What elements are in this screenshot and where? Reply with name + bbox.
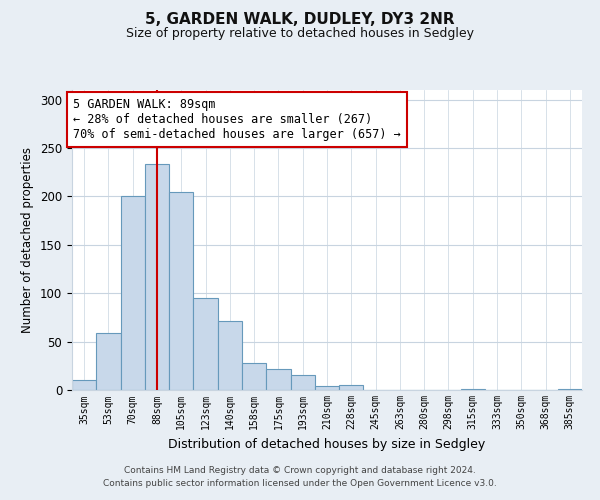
Bar: [193, 298, 218, 390]
Bar: [461, 389, 485, 390]
Bar: [169, 192, 193, 390]
Bar: [339, 385, 364, 390]
Bar: [558, 389, 582, 390]
X-axis label: Distribution of detached houses by size in Sedgley: Distribution of detached houses by size …: [169, 438, 485, 451]
Bar: [290, 376, 315, 390]
Bar: [96, 333, 121, 390]
Bar: [72, 380, 96, 390]
Bar: [266, 368, 290, 390]
Bar: [315, 386, 339, 390]
Text: 5 GARDEN WALK: 89sqm
← 28% of detached houses are smaller (267)
70% of semi-deta: 5 GARDEN WALK: 89sqm ← 28% of detached h…: [73, 98, 401, 140]
Bar: [121, 196, 145, 390]
Y-axis label: Number of detached properties: Number of detached properties: [22, 147, 34, 333]
Bar: [242, 363, 266, 390]
Text: 5, GARDEN WALK, DUDLEY, DY3 2NR: 5, GARDEN WALK, DUDLEY, DY3 2NR: [145, 12, 455, 28]
Bar: [145, 164, 169, 390]
Text: Size of property relative to detached houses in Sedgley: Size of property relative to detached ho…: [126, 28, 474, 40]
Bar: [218, 322, 242, 390]
Text: Contains HM Land Registry data © Crown copyright and database right 2024.
Contai: Contains HM Land Registry data © Crown c…: [103, 466, 497, 487]
